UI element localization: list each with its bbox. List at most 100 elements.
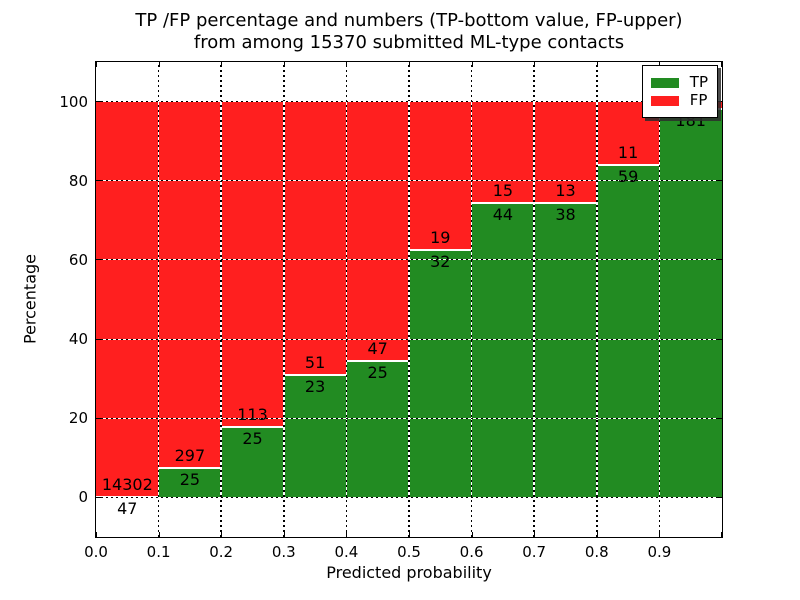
fp-count-label: 11 — [617, 142, 639, 162]
x-tick-mark — [471, 532, 473, 537]
bar-tp-segment — [659, 107, 722, 498]
x-tick-mark-top — [596, 62, 598, 67]
y-tick-mark — [96, 496, 101, 498]
gridline-horizontal — [96, 338, 722, 340]
x-tick-mark-top — [409, 62, 410, 67]
tp-count-label: 25 — [179, 469, 201, 489]
y-tick-mark-right — [717, 417, 722, 419]
fp-count-label: 51 — [304, 353, 326, 373]
x-tick-mark-top — [221, 62, 223, 67]
bar-fp-segment — [346, 101, 409, 360]
gridline-vertical — [596, 62, 598, 537]
tp-count-label: 23 — [304, 377, 326, 397]
legend-row: TP — [650, 75, 708, 90]
x-tick-mark — [596, 532, 598, 537]
legend-row: FP — [650, 91, 708, 109]
fp-count-label: 47 — [367, 338, 388, 358]
bar-tp-segment — [158, 466, 222, 498]
x-tick-mark — [96, 532, 97, 537]
y-tick-label: 100 — [59, 92, 88, 111]
bar-fp-segment — [283, 101, 347, 375]
y-tick-label: 80 — [68, 171, 88, 190]
x-tick-mark — [346, 532, 348, 537]
gridline-vertical — [220, 62, 222, 537]
gridline-horizontal — [96, 496, 722, 498]
x-tick-mark-top — [721, 62, 722, 67]
gridline-vertical — [408, 62, 410, 537]
x-tick-mark-top — [96, 62, 97, 67]
bar-fp-segment — [471, 101, 535, 203]
fp-count-label: 15 — [492, 181, 514, 201]
chart-title-line-2: from among 15370 submitted ML-type conta… — [193, 32, 625, 53]
x-tick-mark-top — [158, 62, 160, 67]
tp-count-label: 44 — [492, 205, 514, 225]
x-tick-label: 0.4 — [334, 543, 359, 561]
x-tick-mark-top — [283, 62, 285, 67]
x-tick-mark — [409, 532, 410, 537]
y-tick-mark-right — [717, 496, 722, 498]
x-tick-label: 0.8 — [584, 543, 609, 561]
gridline-horizontal — [96, 180, 722, 182]
tp-count-label: 38 — [555, 205, 576, 225]
legend-entry-label: FP — [689, 91, 708, 109]
bar-fp-segment — [96, 101, 159, 497]
gridline-vertical — [470, 62, 473, 537]
gridline-horizontal — [96, 259, 722, 261]
x-tick-label: 0.7 — [522, 543, 547, 561]
x-tick-mark-top — [471, 62, 473, 67]
fp-count-label: 19 — [430, 228, 451, 248]
bar-fp-segment — [534, 101, 597, 203]
y-tick-mark — [96, 180, 101, 182]
tp-count-label: 59 — [617, 166, 639, 186]
gridline-vertical — [658, 62, 661, 537]
x-tick-mark-top — [534, 62, 536, 67]
chart-title-line-1: TP /FP percentage and numbers (TP-bottom… — [135, 10, 683, 31]
fp-count-label: 14302 — [101, 475, 153, 495]
x-tick-label: 0.0 — [84, 543, 108, 561]
x-tick-mark-top — [659, 62, 661, 67]
gridline-horizontal — [96, 417, 722, 419]
plot-area: TP FP 14302 47 297 25 113 25 51 23 47 25 19 32 15 44 13… — [59, 61, 723, 561]
x-tick-label: 0.3 — [271, 543, 296, 561]
y-tick-mark — [96, 101, 101, 103]
y-tick-mark — [96, 338, 101, 340]
x-tick-label: 0.6 — [459, 543, 484, 561]
x-tick-mark — [283, 532, 285, 537]
x-axis-label: Predicted probability — [326, 563, 492, 582]
tp-count-label: 32 — [430, 252, 451, 272]
y-tick-mark-right — [717, 101, 722, 103]
bar-fp-segment — [409, 101, 472, 250]
bar-tp-segment — [471, 202, 535, 498]
x-tick-mark — [721, 532, 722, 537]
bar-tp-segment — [534, 202, 597, 498]
y-tick-mark-right — [717, 180, 722, 182]
y-tick-label: 0 — [78, 488, 88, 507]
fp-count-label: 297 — [174, 445, 206, 465]
fp-swatch-icon — [650, 95, 679, 106]
x-tick-label: 0.9 — [647, 543, 672, 561]
y-tick-mark — [96, 417, 101, 419]
y-tick-label: 40 — [68, 330, 88, 349]
bar-tp-segment — [221, 425, 284, 498]
tp-count-label: 47 — [117, 499, 138, 519]
bar-tp-segment — [346, 359, 409, 498]
bar-tp-segment — [409, 249, 472, 498]
y-tick-mark-right — [717, 259, 722, 261]
gridline-vertical — [283, 62, 285, 537]
y-tick-label: 20 — [68, 409, 88, 428]
tp-swatch-icon — [650, 77, 679, 88]
legend-box: TP FP — [641, 65, 718, 118]
y-tick-label: 60 — [68, 250, 88, 269]
gridline-horizontal — [96, 101, 722, 103]
gridline-vertical — [345, 62, 348, 537]
y-tick-mark-right — [717, 338, 722, 340]
x-tick-label: 0.2 — [209, 543, 234, 561]
x-tick-label: 0.1 — [146, 543, 171, 561]
x-tick-mark — [659, 532, 661, 537]
gridline-vertical — [157, 62, 160, 537]
y-axis-label: Percentage — [20, 253, 40, 345]
x-tick-mark — [221, 532, 223, 537]
fp-count-label: 113 — [237, 404, 268, 424]
y-tick-mark — [96, 259, 101, 261]
